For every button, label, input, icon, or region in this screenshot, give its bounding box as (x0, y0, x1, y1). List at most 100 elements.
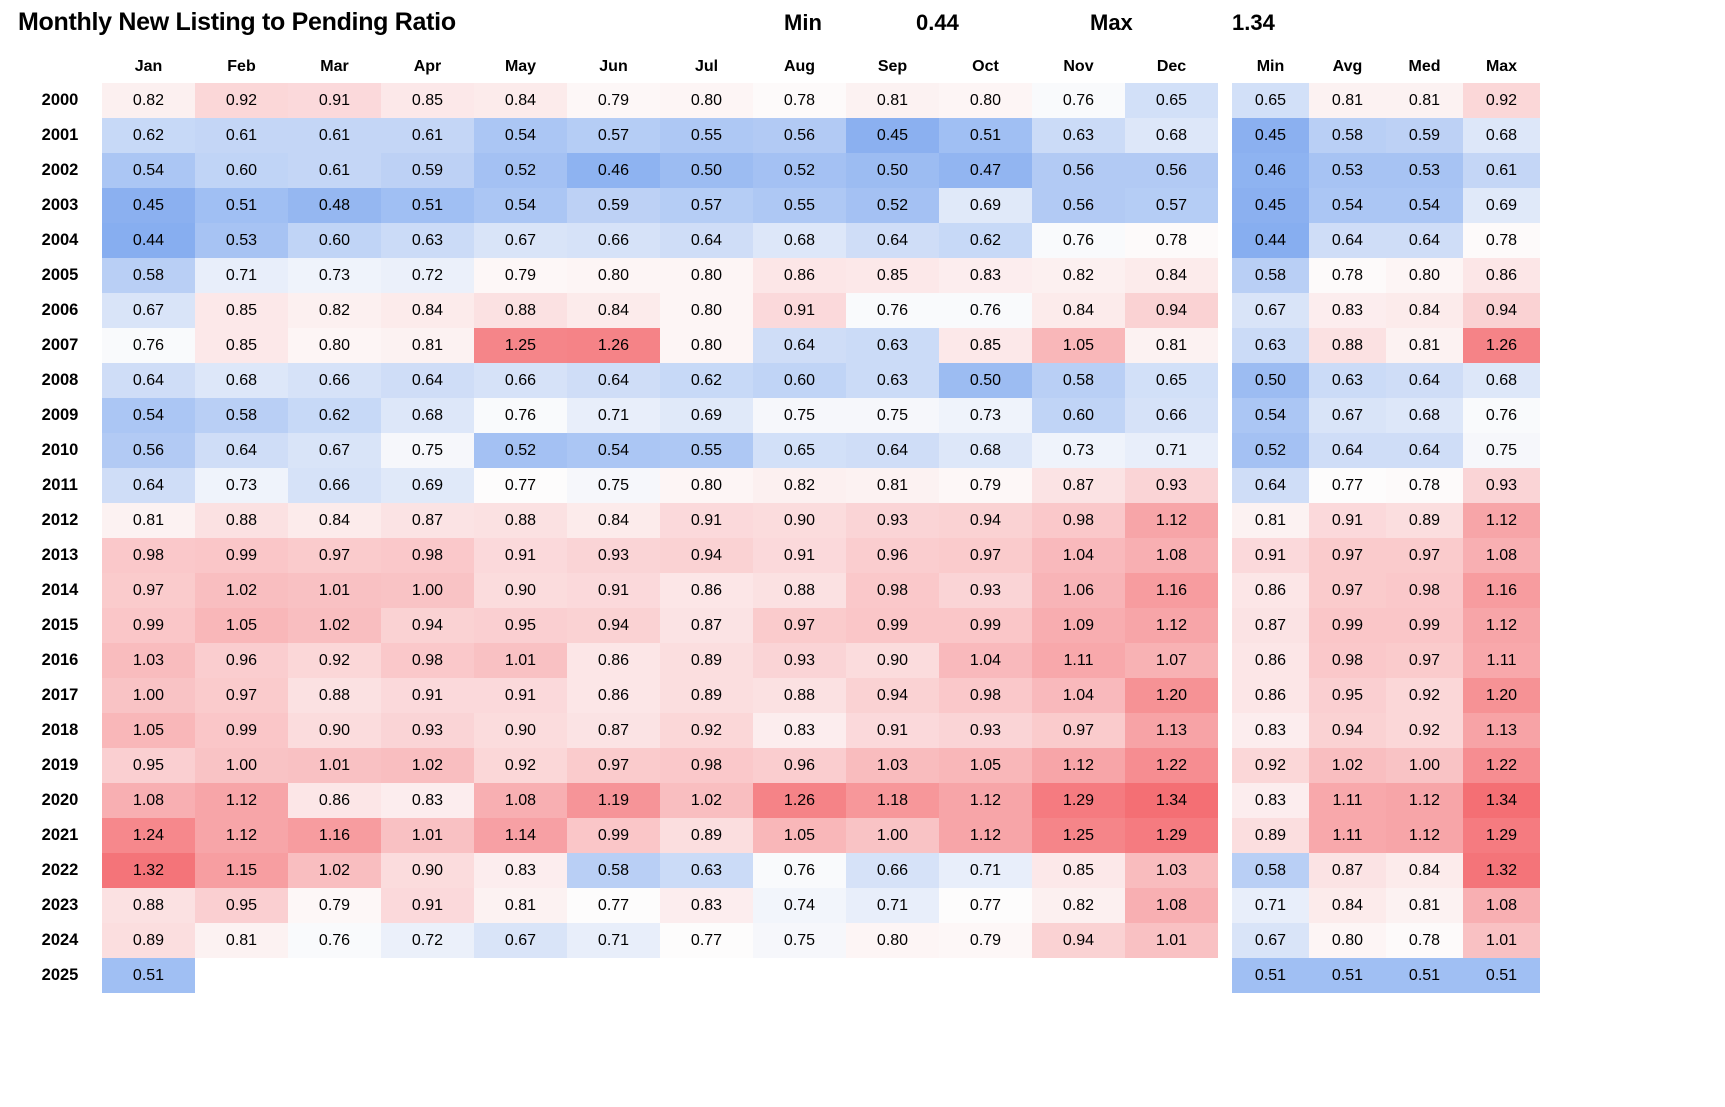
summary-cell: 1.11 (1309, 783, 1386, 818)
column-gap (1218, 958, 1232, 993)
heatmap-cell: 0.95 (474, 608, 567, 643)
heatmap-cell: 0.77 (474, 468, 567, 503)
heatmap-cell: 1.25 (1032, 818, 1125, 853)
heatmap-cell: 0.86 (660, 573, 753, 608)
heatmap-cell: 0.97 (102, 573, 195, 608)
heatmap-cell: 0.51 (381, 188, 474, 223)
heatmap-cell: 0.76 (474, 398, 567, 433)
heatmap-cell: 0.87 (567, 713, 660, 748)
heatmap-cell: 1.01 (381, 818, 474, 853)
heatmap-cell: 1.02 (660, 783, 753, 818)
summary-cell: 0.64 (1386, 363, 1463, 398)
heatmap-cell: 1.13 (1125, 713, 1218, 748)
heatmap-cell: 1.00 (195, 748, 288, 783)
heatmap-cell: 0.97 (288, 538, 381, 573)
summary-cell: 0.59 (1386, 118, 1463, 153)
heatmap-cell: 0.64 (102, 363, 195, 398)
heatmap-cell: 0.54 (567, 433, 660, 468)
heatmap-cell: 0.83 (753, 713, 846, 748)
heatmap-cell: 1.05 (1032, 328, 1125, 363)
heatmap-cell: 0.88 (102, 888, 195, 923)
summary-cell: 0.64 (1309, 433, 1386, 468)
empty-cell (660, 958, 753, 993)
heatmap-cell: 1.08 (1125, 538, 1218, 573)
summary-cell: 0.98 (1386, 573, 1463, 608)
summary-cell: 0.84 (1386, 293, 1463, 328)
heatmap-cell: 0.81 (1125, 328, 1218, 363)
summary-cell: 0.61 (1463, 153, 1540, 188)
year-label: 2024 (41, 931, 79, 950)
empty-cell (753, 958, 846, 993)
summary-cell: 0.63 (1309, 363, 1386, 398)
heatmap-cell: 0.72 (381, 923, 474, 958)
heatmap-cell: 0.99 (195, 713, 288, 748)
summary-cell: 0.51 (1232, 958, 1309, 993)
heatmap-cell: 0.99 (846, 608, 939, 643)
year-label: 2016 (41, 651, 79, 670)
heatmap-cell: 0.81 (846, 468, 939, 503)
heatmap-cell: 0.91 (753, 293, 846, 328)
heatmap-cell: 0.99 (102, 608, 195, 643)
heatmap-cell: 0.68 (195, 363, 288, 398)
month-header-nov: Nov (1063, 58, 1094, 75)
heatmap-cell: 1.16 (1125, 573, 1218, 608)
column-gap (1218, 188, 1232, 223)
heatmap-cell: 1.08 (474, 783, 567, 818)
heatmap-cell: 0.88 (474, 503, 567, 538)
heatmap-cell: 1.03 (1125, 853, 1218, 888)
heatmap-cell: 0.94 (939, 503, 1032, 538)
heatmap-cell: 0.89 (660, 818, 753, 853)
overall-min-value: 0.44 (916, 10, 959, 35)
column-gap (1218, 328, 1232, 363)
heatmap-cell: 0.62 (102, 118, 195, 153)
heatmap-cell: 0.50 (939, 363, 1032, 398)
heatmap-cell: 0.82 (288, 293, 381, 328)
heatmap-cell: 1.26 (567, 328, 660, 363)
heatmap-cell: 0.83 (939, 258, 1032, 293)
column-gap (1218, 643, 1232, 678)
heatmap-cell: 1.12 (939, 783, 1032, 818)
heatmap-cell: 0.76 (1032, 83, 1125, 118)
heatmap-cell: 1.19 (567, 783, 660, 818)
heatmap-cell: 1.01 (288, 573, 381, 608)
heatmap-cell: 0.64 (660, 223, 753, 258)
heatmap-cell: 0.92 (660, 713, 753, 748)
heatmap-cell: 0.63 (381, 223, 474, 258)
heatmap-cell: 1.24 (102, 818, 195, 853)
column-gap (1218, 258, 1232, 293)
heatmap-cell: 0.66 (567, 223, 660, 258)
summary-cell: 1.12 (1463, 608, 1540, 643)
heatmap-cell: 0.58 (195, 398, 288, 433)
heatmap-cell: 0.91 (567, 573, 660, 608)
summary-cell: 1.12 (1386, 818, 1463, 853)
heatmap-cell: 1.05 (102, 713, 195, 748)
heatmap-cell: 0.94 (381, 608, 474, 643)
heatmap-cell: 0.76 (753, 853, 846, 888)
heatmap-cell: 0.56 (1032, 188, 1125, 223)
summary-cell: 0.99 (1386, 608, 1463, 643)
summary-cell: 0.51 (1463, 958, 1540, 993)
heatmap-cell: 0.76 (102, 328, 195, 363)
heatmap-cell: 1.26 (753, 783, 846, 818)
heatmap-cell: 1.29 (1032, 783, 1125, 818)
column-gap (1218, 608, 1232, 643)
heatmap-cell: 0.63 (1032, 118, 1125, 153)
year-label: 2007 (41, 336, 79, 355)
heatmap-cell: 0.61 (195, 118, 288, 153)
heatmap-cell: 0.57 (567, 118, 660, 153)
summary-cell: 0.67 (1232, 923, 1309, 958)
heatmap-cell: 1.34 (1125, 783, 1218, 818)
year-label: 2000 (41, 91, 79, 110)
heatmap-cell: 0.98 (1032, 503, 1125, 538)
summary-cell: 0.54 (1232, 398, 1309, 433)
heatmap-cell: 0.67 (474, 923, 567, 958)
summary-cell: 0.89 (1386, 503, 1463, 538)
summary-cell: 0.46 (1232, 153, 1309, 188)
heatmap-table: Jan Feb Mar Apr May Jun Jul Aug Sep Oct Nov Dec Min A… (18, 48, 1540, 993)
heatmap-cell: 0.62 (939, 223, 1032, 258)
summary-cell: 0.78 (1386, 468, 1463, 503)
summary-cell: 1.11 (1309, 818, 1386, 853)
heatmap-cell: 0.76 (939, 293, 1032, 328)
heatmap-cell: 0.95 (195, 888, 288, 923)
